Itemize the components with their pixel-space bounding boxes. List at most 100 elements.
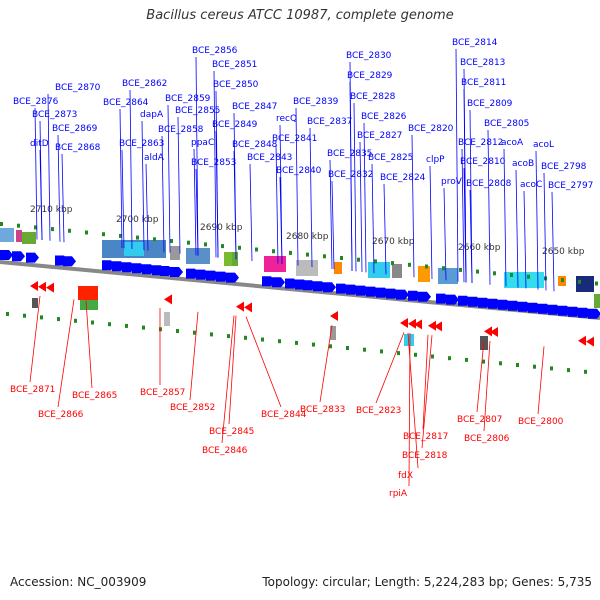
ruler-tick-bottom	[193, 330, 196, 335]
forward-gene-label-20: BCE_2848	[232, 140, 278, 150]
forward-gene-arrow-26	[346, 284, 359, 295]
forward-leader-line	[34, 107, 38, 240]
forward-gene-label-44: BCE_2812	[458, 138, 503, 148]
forward-gene-arrow-29	[376, 287, 389, 298]
ruler-tick-top	[102, 232, 105, 237]
forward-gene-label-3: BCE_2869	[52, 124, 98, 134]
reverse-gene-arrow-1	[38, 281, 46, 292]
reverse-leader-line	[57, 299, 75, 408]
ruler-tick-bottom	[397, 351, 400, 356]
reverse-gene-label-7: BCE_2844	[261, 410, 307, 420]
ruler-tick-bottom	[108, 322, 111, 327]
feature-box-19	[78, 286, 98, 300]
forward-leader-line	[233, 150, 237, 260]
ruler-tick-bottom	[125, 323, 128, 328]
reverse-gene-label-5: BCE_2845	[209, 427, 254, 437]
forward-gene-label-52: BCE_2798	[541, 162, 587, 172]
forward-leader-line	[429, 165, 433, 280]
forward-gene-label-41: BCE_2813	[460, 58, 505, 68]
reverse-gene-label-14: BCE_2807	[457, 415, 502, 425]
ruler-tick-bottom	[244, 335, 247, 340]
forward-gene-arrow-40	[498, 299, 511, 310]
reverse-leader-line	[422, 334, 429, 430]
forward-leader-line	[461, 148, 465, 283]
forward-gene-label-43: BCE_2809	[467, 99, 513, 109]
forward-gene-arrow-45	[548, 304, 561, 315]
reverse-gene-arrow-9	[400, 318, 408, 328]
forward-gene-arrow-18	[262, 276, 275, 287]
reverse-gene-arrow-17	[586, 336, 594, 347]
ruler-tick-top	[289, 250, 292, 255]
ruler-tick-bottom	[516, 363, 519, 367]
ruler-label-1: 2700 kbp	[116, 215, 159, 225]
forward-gene-label-30: BCE_2828	[350, 92, 396, 102]
forward-gene-arrow-23	[313, 281, 326, 292]
ruler-tick-bottom	[363, 347, 366, 352]
reverse-gene-arrow-2	[46, 282, 54, 293]
ruler-tick-top	[578, 279, 581, 284]
forward-leader-line	[523, 190, 527, 289]
ruler-tick-bottom	[40, 315, 43, 320]
forward-gene-label-28: BCE_2830	[346, 51, 392, 61]
ruler-tick-top	[255, 247, 258, 252]
ruler-tick-bottom	[465, 357, 468, 362]
feature-box-12	[368, 262, 390, 278]
forward-gene-label-25: BCE_2839	[293, 97, 339, 107]
ruler-tick-top	[459, 267, 462, 272]
feature-box-24	[404, 334, 414, 346]
ruler-tick-bottom	[584, 369, 587, 374]
forward-leader-line	[129, 89, 133, 250]
forward-gene-label-42: BCE_2811	[461, 78, 506, 88]
forward-gene-label-18: BCE_2849	[212, 120, 258, 130]
reverse-gene-arrow-5	[164, 294, 172, 305]
forward-gene-label-38: clpP	[426, 155, 445, 165]
ruler-tick-bottom	[414, 352, 417, 357]
ruler-tick-top	[221, 244, 224, 249]
forward-gene-label-51: acoL	[533, 140, 554, 150]
ruler-tick-top	[527, 274, 530, 279]
forward-gene-arrow-49	[588, 308, 600, 319]
forward-gene-arrow-39	[488, 298, 501, 309]
forward-gene-arrow-27	[356, 285, 369, 296]
ruler-tick-bottom	[210, 332, 213, 337]
forward-gene-label-23: BCE_2841	[272, 134, 317, 144]
forward-gene-arrow-19	[272, 277, 285, 288]
feature-box-8	[232, 252, 238, 266]
forward-gene-label-21: BCE_2853	[191, 158, 236, 168]
ruler-tick-top	[391, 261, 394, 266]
forward-leader-line	[215, 130, 219, 258]
forward-gene-arrow-43	[528, 302, 541, 313]
reverse-leader-line	[85, 300, 93, 389]
forward-leader-line	[39, 149, 43, 241]
reverse-leader-line	[189, 311, 199, 401]
ruler-label-6: 2650 kbp	[542, 247, 585, 257]
forward-gene-arrow-46	[558, 305, 571, 316]
forward-gene-label-1: BCE_2870	[55, 83, 101, 93]
reverse-leader-line	[476, 340, 485, 413]
forward-leader-line	[363, 122, 367, 273]
ruler-tick-bottom	[550, 366, 553, 371]
forward-leader-line	[141, 120, 145, 251]
ruler-label-5: 2660 kbp	[458, 243, 501, 253]
forward-gene-label-9: BCE_2863	[119, 139, 164, 149]
ruler-label-4: 2670 kbp	[372, 237, 415, 247]
ruler-tick-top	[323, 254, 326, 259]
forward-gene-arrow-48	[578, 307, 591, 318]
forward-leader-line	[195, 56, 199, 256]
forward-gene-arrow-28	[366, 286, 379, 297]
ruler-tick-top	[442, 266, 445, 271]
forward-leader-line	[359, 141, 363, 273]
forward-gene-arrow-4	[63, 256, 76, 267]
feature-box-6	[186, 248, 210, 264]
reverse-gene-arrow-0	[30, 281, 38, 291]
forward-gene-arrow-9	[142, 264, 155, 275]
forward-gene-arrow-34	[436, 293, 449, 304]
reverse-gene-label-12: BCE_2817	[403, 432, 448, 442]
reverse-gene-label-15: BCE_2806	[464, 434, 510, 444]
forward-gene-label-53: BCE_2797	[548, 181, 593, 191]
forward-gene-label-6: BCE_2862	[122, 79, 167, 89]
reverse-leader-line	[483, 340, 491, 432]
ruler-tick-bottom	[499, 361, 502, 366]
forward-gene-label-19: BCE_2847	[232, 102, 277, 112]
